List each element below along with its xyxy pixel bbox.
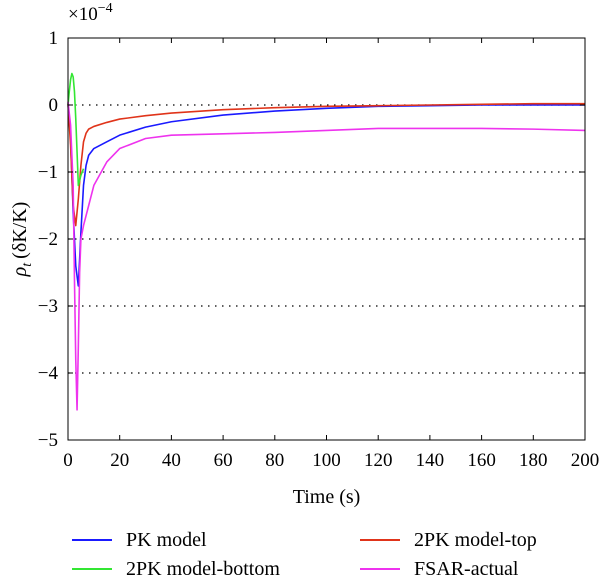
y-axis-subscript: t <box>20 262 35 267</box>
y-tick-label: −3 <box>38 296 58 317</box>
x-tick-label: 0 <box>63 450 73 471</box>
x-tick-label: 120 <box>364 450 393 471</box>
x-tick-label: 80 <box>265 450 284 471</box>
grid-lines <box>68 104 585 374</box>
y-exponent-power: −4 <box>98 1 113 16</box>
legend: PK model 2PK model-top 2PK model-bottom FSA… <box>72 529 537 580</box>
y-axis-title: ρt (δK/K) <box>9 202 35 278</box>
y-tick-label: 1 <box>49 28 59 49</box>
y-tick-label: 0 <box>49 95 59 116</box>
series-line-2pk-model-top <box>67 102 585 227</box>
x-tick-label: 180 <box>519 450 548 471</box>
y-axis-symbol: ρ <box>9 267 31 278</box>
y-tick-label: −5 <box>38 430 58 451</box>
series-line-2pk-model-bottom <box>67 72 85 187</box>
y-tick-label: −2 <box>38 229 58 250</box>
y-exponent-base: ×10 <box>68 4 98 25</box>
x-tick-label: 160 <box>467 450 496 471</box>
x-tick-label: 140 <box>416 450 445 471</box>
x-tick-label: 100 <box>312 450 341 471</box>
legend-label: FSAR-actual <box>414 558 519 580</box>
axis-ticks: 0 20 40 60 80 100 120 140 160 180 200 1 0 −1 −2 −3 −4 −5 <box>38 28 599 471</box>
series-line-fsar-actual <box>67 101 586 411</box>
y-exponent-label: ×10−4 <box>68 1 113 25</box>
x-tick-label: 40 <box>162 450 181 471</box>
legend-label: 2PK model-top <box>414 529 537 551</box>
y-axis-unit: (δK/K) <box>9 202 31 259</box>
y-tick-label: −1 <box>38 162 58 183</box>
y-tick-label: −4 <box>38 363 59 384</box>
x-tick-label: 200 <box>571 450 600 471</box>
x-tick-label: 60 <box>214 450 233 471</box>
legend-label: PK model <box>126 529 207 551</box>
legend-label: 2PK model-bottom <box>126 558 280 580</box>
x-axis-title: Time (s) <box>293 486 361 508</box>
x-tick-label: 20 <box>110 450 129 471</box>
series-lines <box>67 72 586 411</box>
